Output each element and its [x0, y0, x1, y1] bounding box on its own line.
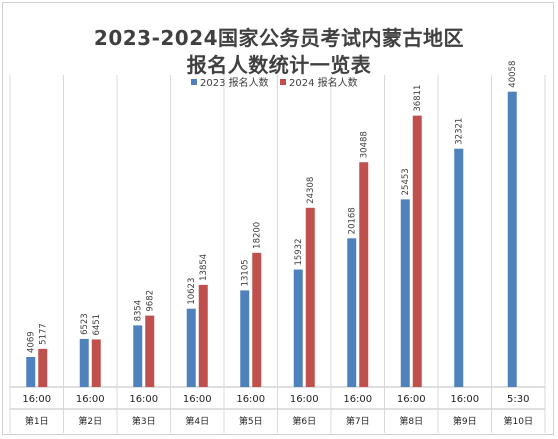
bar-2024	[91, 339, 101, 387]
legend-swatch	[191, 79, 197, 85]
data-label: 24308	[306, 177, 316, 204]
data-label: 15932	[294, 239, 304, 266]
bar-2023	[400, 199, 410, 387]
x-tick-day-label: 第9日	[453, 415, 477, 427]
x-tick-time-label: 16:00	[236, 394, 265, 405]
bar-2024	[145, 315, 155, 387]
bar-2024	[38, 348, 48, 387]
chart-subtitle: 报名人数统计一览表	[186, 53, 372, 77]
data-label: 32321	[455, 118, 465, 145]
bar-2024	[252, 252, 262, 387]
data-label: 9682	[146, 290, 156, 312]
data-label: 4069	[27, 331, 37, 353]
x-tick-time-label: 16:00	[397, 394, 426, 405]
data-label: 30488	[360, 131, 370, 158]
data-label: 10623	[187, 278, 197, 305]
x-tick-day-label: 第1日	[25, 415, 49, 427]
x-tick-time-label: 16:00	[22, 394, 51, 405]
bar-2023	[79, 338, 89, 387]
bar-2023	[133, 325, 143, 387]
x-tick-day-label: 第5日	[239, 415, 263, 427]
bar-2023	[26, 357, 36, 387]
chart-title: 2023-2024国家公务员考试内蒙古地区	[93, 26, 465, 50]
x-tick-time-label: 16:00	[129, 394, 158, 405]
x-tick-time-label: 16:00	[290, 394, 319, 405]
bar-2023	[347, 238, 357, 387]
x-tick-day-label: 第4日	[185, 415, 209, 427]
data-label: 36811	[413, 85, 423, 112]
data-label: 6451	[92, 314, 102, 336]
x-tick-day-label: 第6日	[292, 415, 316, 427]
bar-2024	[305, 207, 315, 387]
data-label: 40058	[508, 61, 518, 88]
bar-2024	[198, 284, 208, 387]
x-tick-time-label: 5:30	[507, 394, 529, 405]
x-tick-day-label: 第3日	[132, 415, 156, 427]
bar-2023	[293, 269, 303, 387]
bar-2023	[186, 308, 196, 387]
legend-label: 2024 报名人数	[289, 76, 358, 89]
data-label: 18200	[253, 222, 263, 249]
bar-2023	[507, 91, 517, 388]
x-tick-time-label: 16:00	[183, 394, 212, 405]
data-label: 13105	[241, 259, 251, 286]
bar-2023	[454, 148, 464, 387]
data-label: 25453	[401, 168, 411, 195]
x-tick-day-label: 第2日	[78, 415, 102, 427]
bar-2023	[240, 290, 250, 387]
legend-label: 2023 报名人数	[200, 76, 269, 89]
x-tick-day-label: 第7日	[346, 415, 370, 427]
legend-swatch	[280, 79, 286, 85]
bar-2024	[412, 115, 422, 387]
data-label: 8354	[134, 300, 144, 322]
data-label: 20168	[348, 207, 358, 234]
x-tick-day-label: 第8日	[399, 415, 423, 427]
data-label: 13854	[199, 254, 209, 281]
x-tick-time-label: 16:00	[76, 394, 105, 405]
x-tick-time-label: 16:00	[450, 394, 479, 405]
data-label: 5177	[39, 323, 49, 345]
data-label: 6523	[80, 313, 90, 335]
bar-2024	[359, 162, 369, 387]
x-tick-day-label: 第10日	[504, 415, 533, 427]
x-tick-time-label: 16:00	[343, 394, 372, 405]
